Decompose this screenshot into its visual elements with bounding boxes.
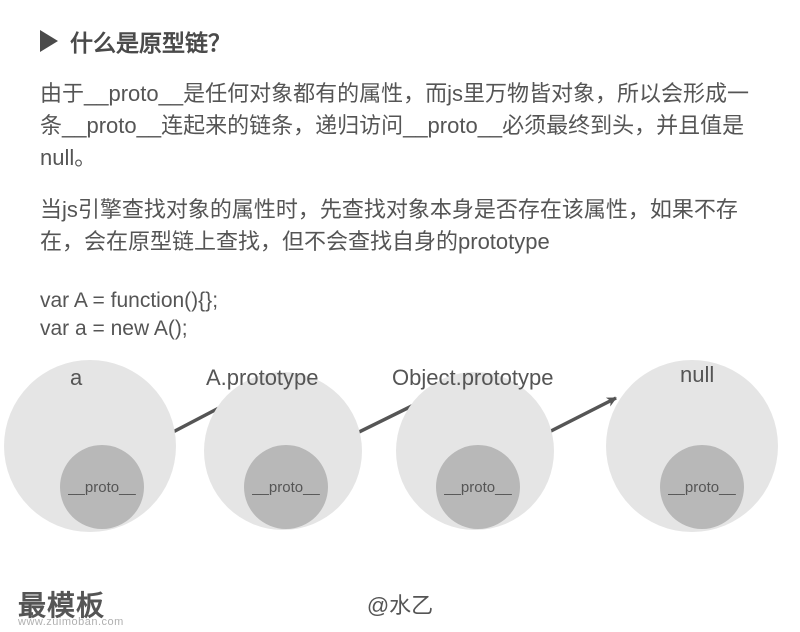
chain-node-label: A.prototype bbox=[206, 365, 319, 391]
slide-container: 什么是原型链？ 由于__proto__是任何对象都有的属性，而js里万物皆对象，… bbox=[0, 0, 800, 525]
chain-node-label: null bbox=[680, 362, 714, 388]
paragraph-2: 当js引擎查找对象的属性时，先查找对象本身是否存在该属性，如果不存在，会在原型链… bbox=[40, 194, 760, 258]
prototype-chain-diagram: __proto__a__proto__A.prototype__proto__O… bbox=[0, 350, 800, 525]
watermark-url: www.zuimoban.com bbox=[18, 616, 124, 628]
chain-node-inner: __proto__ bbox=[436, 445, 520, 529]
code-line: var A = function(){}; bbox=[40, 287, 760, 314]
heading-bullet-icon bbox=[40, 30, 58, 52]
author-credit: @水乙 bbox=[367, 588, 433, 620]
code-line: var a = new A(); bbox=[40, 315, 760, 342]
chain-node-label: a bbox=[70, 365, 82, 391]
heading-row: 什么是原型链？ bbox=[40, 24, 760, 58]
chain-node-inner: __proto__ bbox=[660, 445, 744, 529]
paragraph-1: 由于__proto__是任何对象都有的属性，而js里万物皆对象，所以会形成一条_… bbox=[40, 78, 760, 174]
chain-node-inner: __proto__ bbox=[244, 445, 328, 529]
code-block: var A = function(){}; var a = new A(); bbox=[40, 287, 760, 342]
chain-node-label: Object.prototype bbox=[392, 365, 553, 391]
chain-node-inner: __proto__ bbox=[60, 445, 144, 529]
heading-text: 什么是原型链？ bbox=[70, 24, 231, 58]
